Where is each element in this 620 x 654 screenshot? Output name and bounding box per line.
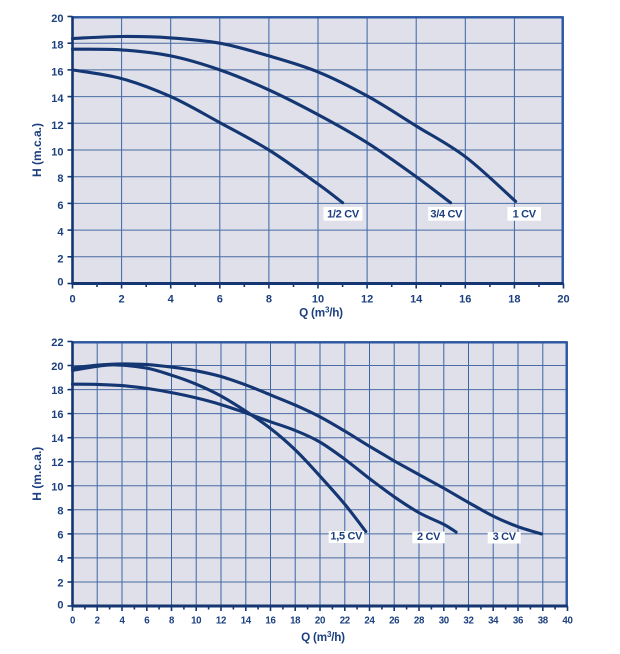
svg-text:1,5 CV: 1,5 CV — [330, 531, 363, 543]
svg-text:18: 18 — [508, 294, 520, 306]
svg-text:2 CV: 2 CV — [417, 531, 441, 543]
svg-text:6: 6 — [57, 200, 63, 212]
svg-text:38: 38 — [538, 616, 549, 627]
svg-text:4: 4 — [57, 227, 64, 239]
svg-text:2: 2 — [57, 253, 63, 265]
svg-text:3 CV: 3 CV — [493, 531, 517, 543]
svg-text:6: 6 — [57, 529, 63, 541]
svg-text:22: 22 — [340, 616, 350, 627]
svg-text:8: 8 — [57, 505, 63, 517]
svg-text:40: 40 — [562, 616, 572, 627]
svg-text:20: 20 — [51, 13, 63, 25]
svg-text:16: 16 — [51, 66, 63, 78]
svg-text:14: 14 — [410, 294, 423, 306]
svg-text:6: 6 — [217, 294, 223, 306]
svg-text:2: 2 — [119, 294, 125, 306]
svg-text:12: 12 — [51, 457, 63, 469]
svg-text:8: 8 — [169, 616, 175, 627]
svg-text:4: 4 — [119, 616, 125, 627]
svg-text:0: 0 — [57, 600, 63, 612]
svg-text:20: 20 — [557, 294, 569, 306]
svg-text:20: 20 — [315, 616, 325, 627]
svg-text:14: 14 — [241, 616, 252, 627]
svg-text:2: 2 — [57, 578, 63, 590]
svg-text:10: 10 — [51, 481, 63, 493]
svg-text:16: 16 — [51, 409, 63, 421]
svg-text:1/2 CV: 1/2 CV — [327, 208, 360, 220]
svg-text:30: 30 — [439, 616, 449, 627]
svg-text:10: 10 — [51, 147, 63, 159]
svg-text:H (m.c.a.): H (m.c.a.) — [30, 123, 44, 177]
svg-text:1 CV: 1 CV — [513, 208, 537, 220]
svg-text:0: 0 — [57, 277, 63, 289]
svg-text:18: 18 — [51, 40, 63, 52]
svg-text:Q (m3/h): Q (m3/h) — [301, 630, 345, 644]
svg-text:0: 0 — [70, 616, 75, 627]
svg-text:18: 18 — [290, 616, 301, 627]
svg-text:8: 8 — [266, 294, 272, 306]
svg-text:H (m.c.a.): H (m.c.a.) — [30, 447, 44, 501]
svg-text:4: 4 — [168, 294, 175, 306]
svg-text:0: 0 — [69, 294, 75, 306]
svg-text:12: 12 — [361, 294, 373, 306]
svg-text:Q (m3/h): Q (m3/h) — [299, 306, 343, 320]
svg-text:4: 4 — [57, 553, 64, 565]
svg-text:2: 2 — [95, 616, 100, 627]
svg-text:18: 18 — [51, 385, 63, 397]
svg-text:6: 6 — [144, 616, 150, 627]
svg-text:3/4 CV: 3/4 CV — [430, 208, 463, 220]
svg-text:14: 14 — [51, 93, 64, 105]
svg-text:22: 22 — [51, 337, 63, 349]
svg-text:16: 16 — [459, 294, 471, 306]
svg-text:10: 10 — [191, 616, 201, 627]
svg-text:36: 36 — [513, 616, 524, 627]
svg-text:26: 26 — [389, 616, 400, 627]
svg-text:12: 12 — [51, 120, 63, 132]
svg-text:16: 16 — [265, 616, 276, 627]
svg-text:14: 14 — [51, 433, 64, 445]
svg-text:32: 32 — [463, 616, 473, 627]
svg-text:34: 34 — [488, 616, 499, 627]
svg-text:24: 24 — [364, 616, 375, 627]
svg-text:20: 20 — [51, 361, 63, 373]
svg-text:28: 28 — [414, 616, 425, 627]
svg-text:8: 8 — [57, 173, 63, 185]
svg-text:10: 10 — [312, 294, 324, 306]
svg-text:12: 12 — [216, 616, 226, 627]
